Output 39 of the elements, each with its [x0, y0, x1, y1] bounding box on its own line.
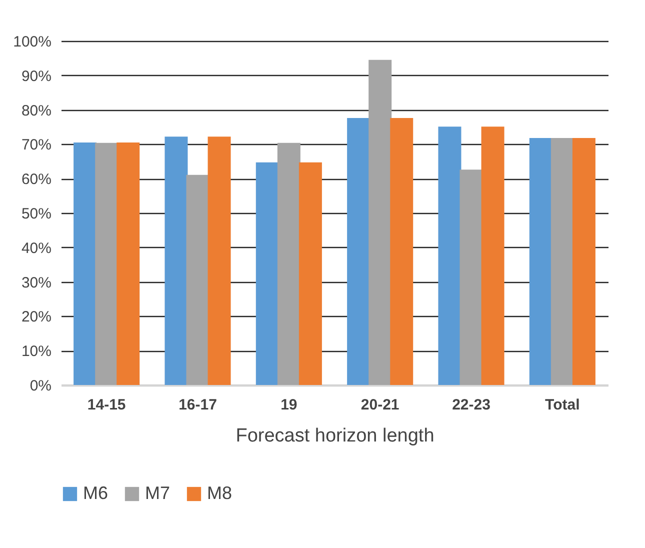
- bar: [277, 142, 300, 385]
- y-tick-label: 70%: [21, 136, 52, 154]
- x-tick-label: 14-15: [87, 396, 126, 414]
- x-tick-label: 16-17: [178, 396, 217, 414]
- bar: [460, 170, 483, 385]
- y-tick-label: 0%: [30, 378, 52, 394]
- y-tick-label: 80%: [21, 102, 52, 120]
- bar: [208, 136, 231, 385]
- bar: [298, 162, 322, 385]
- bar: [390, 118, 414, 385]
- bar: [572, 138, 596, 385]
- legend-label: M6: [83, 483, 108, 503]
- bar: [74, 142, 97, 385]
- y-tick-label: 10%: [21, 343, 52, 360]
- x-tick-label: 19: [280, 396, 298, 414]
- bar: [347, 118, 370, 385]
- bar: [164, 136, 188, 385]
- bar: [481, 126, 504, 385]
- y-tick-label: 30%: [21, 274, 52, 292]
- bar: [186, 174, 210, 385]
- x-axis-title: Forecast horizon length: [236, 426, 434, 446]
- x-tick-label: Total: [545, 396, 580, 414]
- legend-label: M8: [207, 483, 232, 503]
- legend-label: M7: [145, 483, 170, 503]
- y-tick-label: 40%: [21, 240, 52, 257]
- bar: [116, 142, 140, 385]
- y-tick-label: 20%: [21, 308, 52, 326]
- bar: [529, 138, 552, 385]
- bar: [368, 60, 392, 385]
- bar: [550, 138, 574, 385]
- y-tick-label: 60%: [21, 171, 52, 188]
- y-tick-label: 100%: [13, 34, 52, 50]
- y-tick-label: 90%: [21, 68, 52, 85]
- x-tick-label: 22-23: [452, 396, 490, 414]
- x-tick-label: 20-21: [360, 396, 400, 414]
- y-tick-label: 50%: [21, 206, 52, 222]
- bar: [438, 126, 462, 385]
- bar: [256, 162, 279, 385]
- bar: [95, 142, 118, 385]
